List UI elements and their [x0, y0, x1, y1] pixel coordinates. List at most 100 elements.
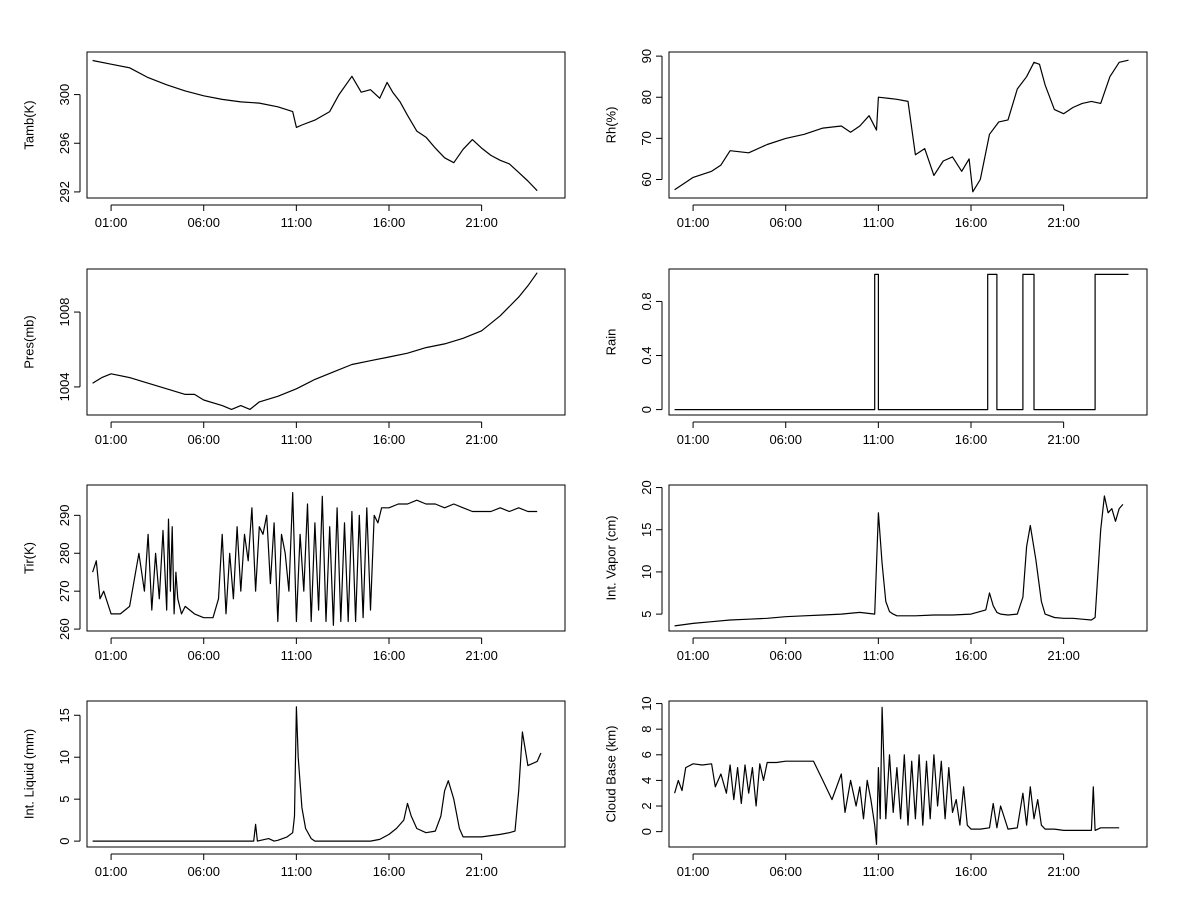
rh-x-tick-label: 01:00 — [677, 215, 710, 230]
cloud-y-tick-label: 10 — [639, 696, 654, 710]
rain-x-tick-label: 21:00 — [1047, 432, 1080, 447]
liquid-y-tick-label: 0 — [57, 838, 72, 845]
pres-series-line — [92, 272, 538, 410]
tir-x-tick-label: 01:00 — [95, 648, 128, 663]
liquid-x-tick-label: 21:00 — [465, 864, 498, 879]
rh-y-axis-label: Rh(%) — [603, 107, 618, 144]
rh-panel: 60 70 80 90 Rh(%) 01:00 06:00 11:00 16:00 21:00 — [603, 49, 1148, 230]
rain-series-line — [674, 273, 1129, 411]
liquid-x-tick-label: 01:00 — [95, 864, 128, 879]
rain-y-tick-label: 0 — [639, 406, 654, 413]
tamb-y-tick-label: 292 — [57, 181, 72, 203]
vapor-x-tick-label: 06:00 — [769, 648, 802, 663]
rain-y-axis-label: Rain — [603, 329, 618, 356]
tir-x-tick-label: 06:00 — [187, 648, 220, 663]
tamb-panel: 292 296 300 Tamb(K) 01:00 06:00 11:00 16:00 21:0… — [21, 51, 566, 230]
rain-x-tick-label: 01:00 — [677, 432, 710, 447]
tir-panel: 260 270 280 290 Tir(K) 01:00 06:00 11:00 16:00 21… — [21, 484, 566, 663]
liquid-x-tick-label: 16:00 — [373, 864, 406, 879]
tamb-x-tick-label: 11:00 — [281, 215, 313, 230]
cloud-panel: 0 2 4 6 8 10 Cloud Base (km) 01:00 06:00 11:00 16:… — [603, 696, 1148, 879]
tir-y-tick-label: 270 — [57, 580, 72, 602]
vapor-plot-frame — [668, 484, 1148, 632]
tir-x-tick-label: 16:00 — [373, 648, 406, 663]
cloud-y-tick-label: 6 — [639, 751, 654, 758]
pres-plot-frame — [86, 268, 566, 416]
cloud-y-tick-label: 4 — [639, 777, 654, 784]
liquid-plot-frame — [86, 700, 566, 848]
pres-x-tick-label: 11:00 — [281, 432, 313, 447]
liquid-y-axis-label: Int. Liquid (mm) — [21, 729, 36, 819]
liquid-x-tick-label: 11:00 — [281, 864, 313, 879]
rain-x-tick-label: 16:00 — [955, 432, 988, 447]
cloud-x-tick-label: 01:00 — [677, 864, 710, 879]
pres-y-tick-label: 1008 — [57, 298, 72, 327]
tir-series-line — [92, 492, 538, 626]
rh-plot-frame — [668, 51, 1148, 199]
cloud-y-axis-label: Cloud Base (km) — [603, 726, 618, 823]
cloud-y-tick-label: 8 — [639, 726, 654, 733]
pres-panel: 1004 1008 Pres(mb) 01:00 06:00 11:00 16:00 21:0… — [21, 268, 566, 447]
cloud-x-tick-label: 06:00 — [769, 864, 802, 879]
rh-series-line — [674, 59, 1129, 193]
rain-plot-frame — [668, 268, 1148, 416]
vapor-y-tick-label: 5 — [639, 611, 654, 618]
pres-x-tick-label: 01:00 — [95, 432, 128, 447]
pres-x-tick-label: 21:00 — [465, 432, 498, 447]
tir-x-tick-label: 21:00 — [465, 648, 498, 663]
cloud-plot-frame — [668, 700, 1148, 848]
pres-x-tick-label: 16:00 — [373, 432, 406, 447]
cloud-y-tick-label: 0 — [639, 828, 654, 835]
liquid-y-tick-label: 15 — [57, 708, 72, 722]
vapor-y-tick-label: 15 — [639, 522, 654, 536]
cloud-x-tick-label: 16:00 — [955, 864, 988, 879]
vapor-panel: 5 10 15 20 Int. Vapor (cm) 01:00 06:00 11:00 16:… — [603, 480, 1148, 663]
liquid-y-tick-label: 5 — [57, 796, 72, 803]
tamb-x-tick-label: 21:00 — [465, 215, 498, 230]
rain-x-tick-label: 06:00 — [769, 432, 802, 447]
rh-x-tick-label: 11:00 — [863, 215, 895, 230]
vapor-y-axis-label: Int. Vapor (cm) — [603, 515, 618, 600]
tamb-x-tick-label: 06:00 — [187, 215, 220, 230]
rain-y-tick-label: 0.8 — [639, 292, 654, 310]
vapor-series-line — [674, 495, 1124, 627]
rain-y-tick-label: 0.4 — [639, 346, 654, 364]
cloud-x-tick-label: 21:00 — [1047, 864, 1080, 879]
tir-y-tick-label: 290 — [57, 504, 72, 526]
rh-x-tick-label: 21:00 — [1047, 215, 1080, 230]
tamb-x-tick-label: 01:00 — [95, 215, 128, 230]
rh-y-tick-label: 70 — [639, 131, 654, 145]
tamb-x-tick-label: 16:00 — [373, 215, 406, 230]
rh-y-tick-label: 60 — [639, 172, 654, 186]
tamb-y-axis-label: Tamb(K) — [21, 100, 36, 149]
rh-x-tick-label: 16:00 — [955, 215, 988, 230]
vapor-y-tick-label: 20 — [639, 480, 654, 494]
rh-y-tick-label: 90 — [639, 49, 654, 63]
vapor-x-tick-label: 11:00 — [863, 648, 895, 663]
tamb-plot-frame — [86, 51, 566, 199]
vapor-x-tick-label: 01:00 — [677, 648, 710, 663]
liquid-panel: 0 5 10 15 Int. Liquid (mm) 01:00 06:00 11:00 16:… — [21, 700, 566, 879]
tamb-y-tick-label: 296 — [57, 132, 72, 154]
tir-y-tick-label: 260 — [57, 618, 72, 640]
liquid-series-line — [92, 706, 542, 842]
vapor-x-tick-label: 16:00 — [955, 648, 988, 663]
rain-panel: 0 0.4 0.8 Rain 01:00 06:00 11:00 16:00 21:00 — [603, 268, 1148, 447]
tir-y-axis-label: Tir(K) — [21, 542, 36, 574]
vapor-x-tick-label: 21:00 — [1047, 648, 1080, 663]
cloud-y-tick-label: 2 — [639, 802, 654, 809]
pres-y-axis-label: Pres(mb) — [21, 315, 36, 368]
tamb-y-tick-label: 300 — [57, 84, 72, 106]
tir-plot-frame — [86, 484, 566, 632]
tir-x-tick-label: 11:00 — [281, 648, 313, 663]
liquid-x-tick-label: 06:00 — [187, 864, 220, 879]
rh-y-tick-label: 80 — [639, 90, 654, 104]
tir-y-tick-label: 280 — [57, 542, 72, 564]
pres-y-tick-label: 1004 — [57, 372, 72, 401]
pres-x-tick-label: 06:00 — [187, 432, 220, 447]
vapor-y-tick-label: 10 — [639, 565, 654, 579]
rh-x-tick-label: 06:00 — [769, 215, 802, 230]
liquid-y-tick-label: 10 — [57, 750, 72, 764]
rain-x-tick-label: 11:00 — [863, 432, 895, 447]
